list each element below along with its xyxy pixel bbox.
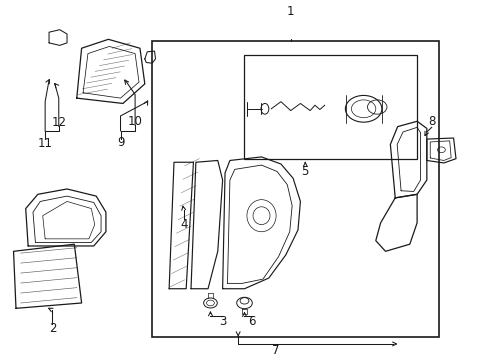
Bar (152, 41, 438, 337)
Text: 6: 6 (247, 315, 255, 328)
Text: 4: 4 (180, 218, 187, 231)
Text: 10: 10 (127, 115, 142, 128)
Text: 3: 3 (219, 315, 226, 328)
Text: 1: 1 (286, 5, 294, 18)
Text: 7: 7 (272, 344, 279, 357)
Text: 8: 8 (427, 116, 434, 129)
Text: 11: 11 (38, 137, 53, 150)
Text: 2: 2 (49, 323, 56, 336)
Text: 12: 12 (51, 116, 66, 129)
Text: 5: 5 (301, 165, 308, 178)
Bar (244, 55, 416, 159)
Text: 9: 9 (117, 136, 124, 149)
